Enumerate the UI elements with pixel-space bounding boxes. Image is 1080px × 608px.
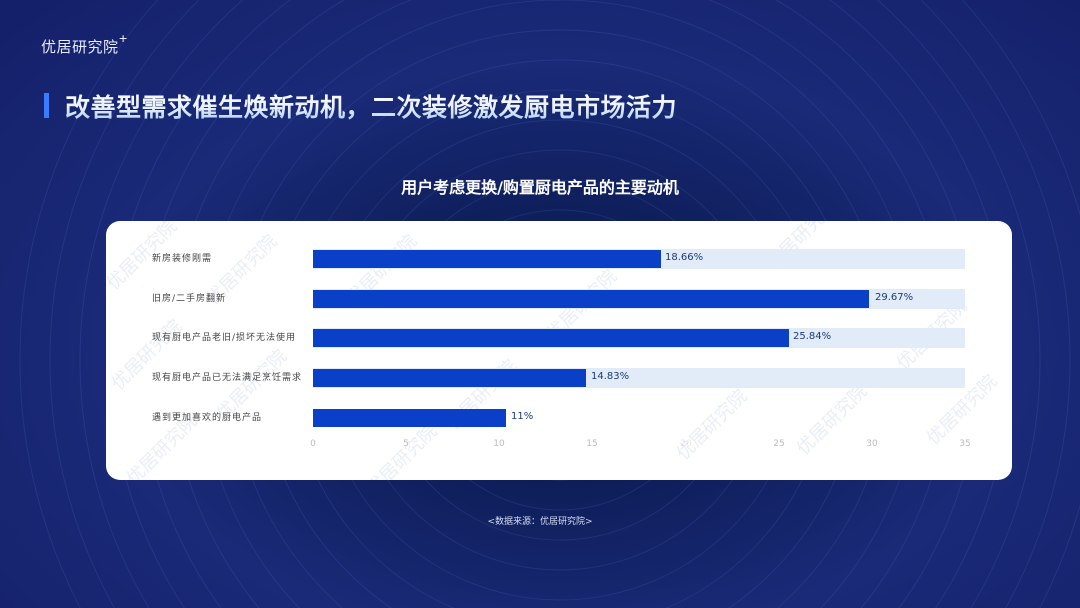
bar-row: 现有厨电产品已无法满足烹饪需求 14.83% <box>106 368 1012 388</box>
category-label: 遇到更加喜欢的厨电产品 <box>152 413 263 423</box>
x-tick: 5 <box>403 439 409 449</box>
page-title: 改善型需求催生焕新动机，二次装修激发厨电市场活力 <box>65 88 677 124</box>
bar <box>313 369 586 387</box>
chart-card: 优居研究院 优居研究院 优居研究院 优居研究院 优居研究院 优居研究院 优居研究… <box>106 221 1012 480</box>
bar-row: 遇到更加喜欢的厨电产品 11% <box>106 408 1012 428</box>
value-label: 18.66% <box>665 252 704 263</box>
bar-row: 新房装修刚需 18.66% <box>106 249 1012 269</box>
x-tick: 35 <box>959 439 971 449</box>
bar <box>313 250 661 268</box>
x-tick: 0 <box>310 439 316 449</box>
value-label: 25.84% <box>793 331 832 342</box>
x-tick: 15 <box>586 439 598 449</box>
bar <box>313 290 869 308</box>
value-label: 11% <box>511 411 534 422</box>
brand-logo: 优居研究院+ <box>41 32 128 57</box>
sparkle-icon: + <box>118 32 129 45</box>
category-label: 新房装修刚需 <box>152 254 213 264</box>
bar-row: 旧房/二手房翻新 29.67% <box>106 289 1012 309</box>
category-label: 现有厨电产品老旧/损坏无法使用 <box>152 333 297 343</box>
title-accent-bar <box>44 93 49 118</box>
bar-row: 现有厨电产品老旧/损坏无法使用 25.84% <box>106 328 1012 348</box>
x-tick: 10 <box>493 439 505 449</box>
x-tick: 20 <box>680 439 692 449</box>
value-label: 14.83% <box>591 371 630 382</box>
bar <box>313 409 506 427</box>
data-source-note: <数据来源：优居研究院> <box>487 517 593 527</box>
category-label: 现有厨电产品已无法满足烹饪需求 <box>152 373 303 383</box>
category-label: 旧房/二手房翻新 <box>152 294 227 304</box>
chart-title: 用户考虑更换/购置厨电产品的主要动机 <box>401 178 679 197</box>
brand-logo-text: 优居研究院 <box>41 38 119 56</box>
bar <box>313 329 789 347</box>
x-tick: 30 <box>866 439 878 449</box>
value-label: 29.67% <box>875 292 914 303</box>
x-tick: 25 <box>773 439 785 449</box>
